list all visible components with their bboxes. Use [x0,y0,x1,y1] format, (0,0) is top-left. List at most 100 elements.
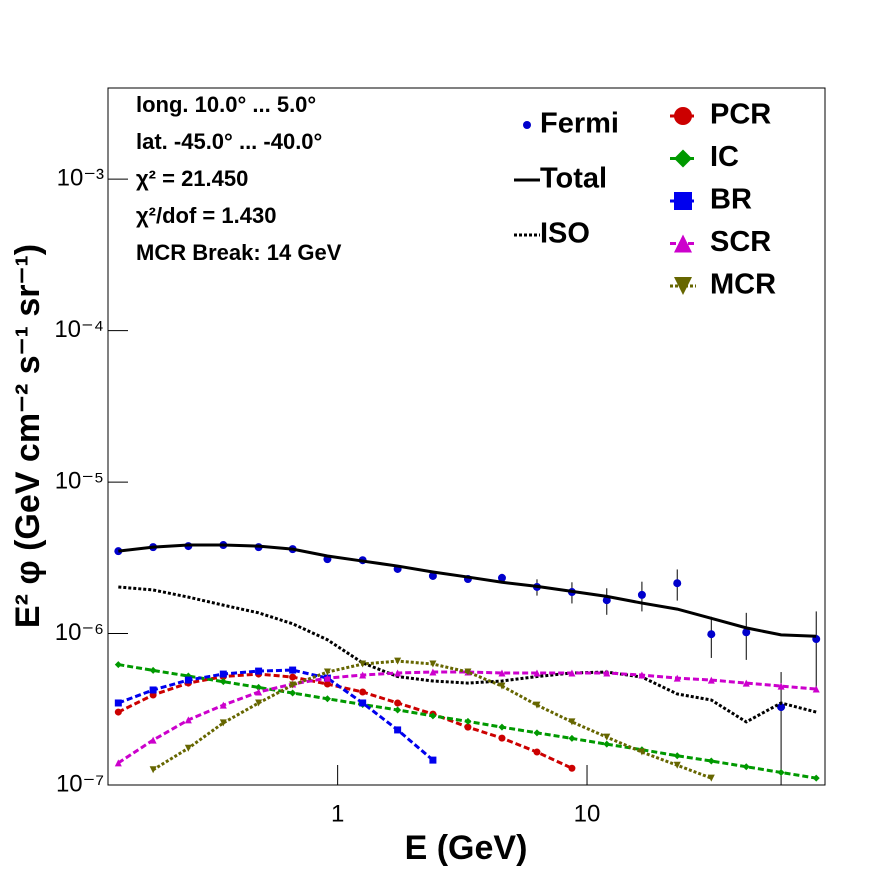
legend-label: MCR [710,269,776,301]
marker [777,682,785,690]
annotation: MCR Break: 14 GeV [136,240,342,265]
marker [394,706,402,714]
marker [359,660,367,668]
y-tick-label: 10⁻⁵ [55,467,104,494]
marker [323,668,331,676]
marker [638,671,646,679]
marker [533,729,541,737]
marker [114,708,122,716]
marker [323,695,331,703]
marker [359,699,367,707]
marker [498,682,506,690]
annotation: χ² = 21.450 [136,166,248,191]
legend-label: PCR [710,99,771,131]
marker [289,673,297,681]
marker [568,734,576,742]
marker [394,657,402,665]
y-axis-title: E² φ (GeV cm⁻² s⁻¹ sr⁻¹) [9,244,47,628]
legend-marker [523,121,531,129]
marker [533,748,541,756]
marker [707,757,715,765]
annotation: χ²/dof = 1.430 [136,203,276,228]
marker [149,766,157,774]
marker [673,579,682,588]
series-line [118,585,817,724]
marker [394,726,402,734]
series-line [118,543,817,638]
marker [707,676,715,684]
marker [289,689,297,697]
marker [533,669,541,677]
marker [219,678,227,686]
marker [637,590,646,599]
marker [498,669,506,677]
marker [464,723,472,731]
marker [289,681,297,689]
marker [568,718,576,726]
marker [464,717,472,725]
marker [742,628,751,637]
legend-marker [674,149,692,168]
legend-label: Fermi [540,108,619,140]
marker [464,668,472,676]
marker [568,764,576,772]
marker [359,688,367,696]
marker [255,667,263,675]
y-tick-label: 10⁻³ [57,165,104,192]
marker [638,748,646,756]
legend-label: ISO [540,218,590,250]
annotation: long. 10.0° ... 5.0° [136,92,316,117]
marker [777,703,786,712]
marker [533,701,541,709]
legend-marker [674,192,692,210]
legend-label: Total [540,163,607,195]
legend-marker [674,277,692,295]
marker [184,716,192,724]
marker [603,669,611,677]
marker [219,719,227,727]
legend-label: IC [710,141,739,173]
marker [812,774,820,782]
marker [603,740,611,748]
marker [707,630,716,639]
marker [429,668,437,676]
x-tick-label: 1 [331,800,344,827]
marker [114,759,122,767]
legend-label: SCR [710,226,771,258]
marker [673,761,681,769]
frame [107,87,826,786]
marker [184,676,192,684]
marker [742,763,750,771]
marker [498,734,506,742]
marker [812,685,820,693]
legend-label: BR [710,184,752,216]
marker [777,768,785,776]
marker [603,733,611,741]
annotation: lat. -45.0° ... -40.0° [136,129,322,154]
marker [673,674,681,682]
marker [359,671,367,679]
y-tick-label: 10⁻⁴ [54,316,104,343]
x-tick-label: 10 [574,800,601,827]
legend-marker [674,107,692,125]
y-tick-label: 10⁻⁶ [55,619,104,646]
marker [114,661,122,669]
marker [707,774,715,782]
marker [394,699,402,707]
marker [323,680,331,688]
y-tick-label: 10⁻⁷ [56,770,104,797]
series-line [117,672,573,770]
series-line [117,668,434,762]
marker [149,666,157,674]
plot-area [114,541,821,785]
marker [114,699,122,707]
marker [255,699,263,707]
marker [255,688,263,696]
marker [149,736,157,744]
marker [219,670,227,678]
marker [568,669,576,677]
marker [429,660,437,668]
marker [429,712,437,720]
